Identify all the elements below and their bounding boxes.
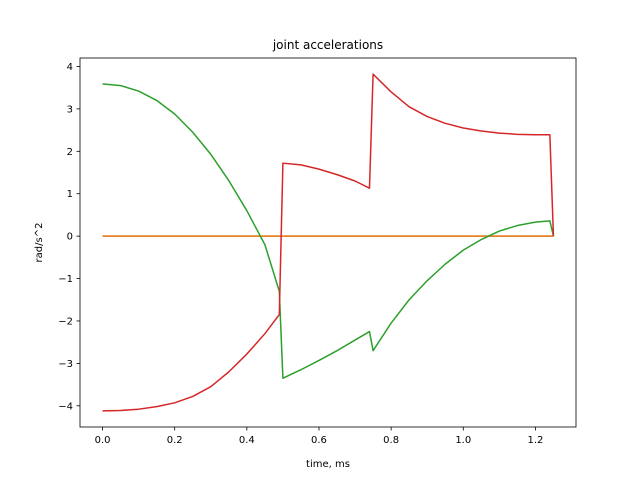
x-tick-label: 1.2 (527, 435, 543, 446)
x-tick-label: 0.8 (383, 435, 399, 446)
x-tick-label: 0.6 (311, 435, 327, 446)
y-tick-label: 4 (67, 62, 73, 73)
x-axis: 0.0 0.2 0.4 0.6 0.8 1.0 1.2 (95, 427, 543, 446)
y-tick-label: 0 (67, 232, 73, 243)
y-tick-label: 2 (67, 147, 73, 158)
y-tick-label: 3 (67, 104, 73, 115)
x-tick-label: 0.2 (167, 435, 183, 446)
chart-title: joint accelerations (272, 38, 383, 52)
y-tick-label: −4 (58, 401, 73, 412)
x-axis-label: time, ms (306, 459, 350, 470)
y-tick-label: −3 (58, 359, 73, 370)
x-tick-label: 0.0 (95, 435, 111, 446)
y-axis: −4 −3 −2 −1 0 1 2 3 4 (58, 62, 80, 412)
y-tick-label: −2 (58, 316, 73, 327)
plot-frame (79, 57, 577, 428)
y-tick-label: 1 (67, 189, 73, 200)
series-line-3 (102, 73, 555, 412)
series-group (102, 73, 555, 412)
x-tick-label: 1.0 (455, 435, 471, 446)
y-axis-label: rad/s^2 (34, 223, 45, 263)
series-line-2 (102, 83, 555, 379)
y-tick-label: −1 (58, 274, 73, 285)
x-tick-label: 0.4 (239, 435, 255, 446)
plot-area (79, 57, 577, 428)
